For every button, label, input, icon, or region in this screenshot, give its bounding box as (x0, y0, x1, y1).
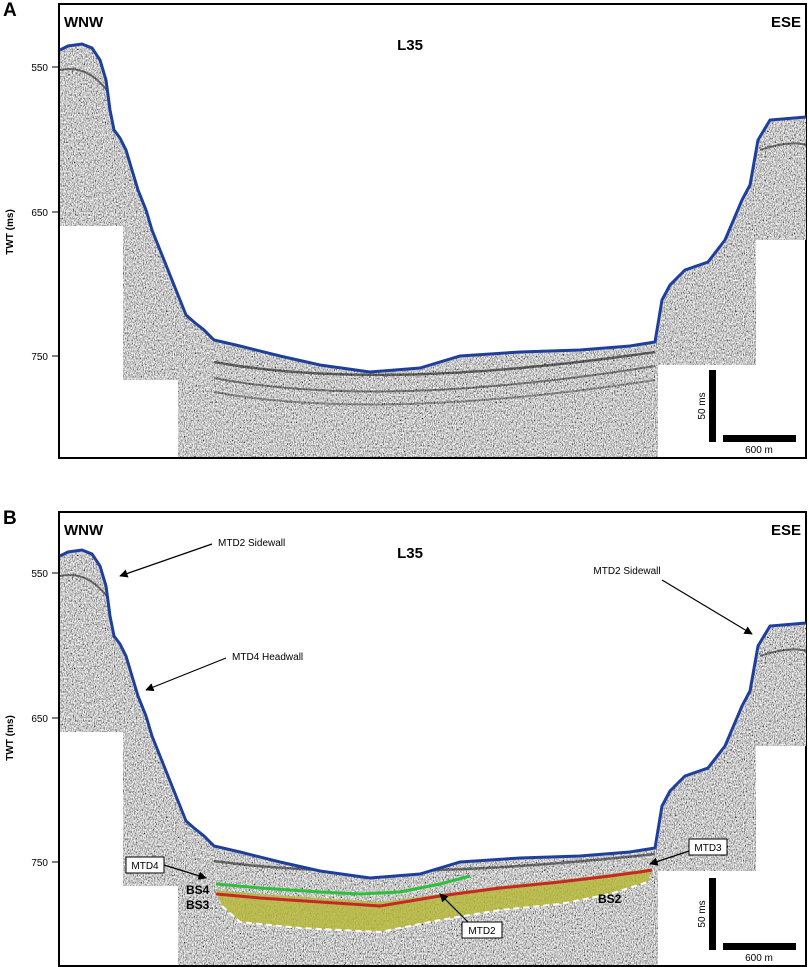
y-tick-label: 750 (31, 858, 48, 869)
vertical-scale-bar (709, 878, 716, 950)
panel-a-seafloor-horizon (59, 42, 807, 374)
horizon-label-bs2: BS2 (598, 892, 622, 906)
annotation-arrow (661, 579, 753, 635)
annotation-mtd2-sidewall-left: MTD2 Sidewall (218, 538, 285, 549)
annotation-mtd2: MTD2 (468, 926, 496, 937)
panel-b-annotations: MTD2 Sidewall MTD2 Sidewall MTD4 Headwal… (119, 538, 753, 939)
panel-a-line-title: L35 (397, 37, 423, 54)
annotation-arrow (439, 893, 469, 923)
panel-b-seafloor-horizon (59, 548, 807, 880)
horizontal-scale-bar (723, 943, 796, 950)
horizontal-scale-label: 600 m (745, 445, 773, 456)
panel-a-left-direction: WNW (64, 14, 104, 31)
panel-a-scale-bars: 50 ms 600 m (697, 370, 796, 456)
y-tick-label: 750 (31, 352, 48, 363)
y-tick-label: 650 (31, 714, 48, 725)
panel-b-left-direction: WNW (64, 522, 104, 539)
panel-a-y-ticks: 550 650 750 (31, 63, 59, 363)
panel-a-right-direction: ESE (771, 14, 801, 31)
panel-a: A WNW ESE L35 TWT (ms) 550 650 750 5 (3, 0, 807, 459)
vertical-scale-label: 50 ms (697, 900, 708, 927)
panel-b-label: B (3, 508, 17, 529)
annotation-mtd2-sidewall-right: MTD2 Sidewall (593, 566, 660, 577)
annotation-box-mtd3 (688, 838, 728, 856)
annotation-arrow (145, 657, 227, 692)
bs3-horizon (215, 868, 653, 908)
annotation-box-mtd2 (461, 921, 503, 939)
panel-b: B WNW ESE L35 TWT (ms) 550 650 750 (3, 508, 807, 967)
bs4-horizon (215, 874, 471, 896)
horizontal-scale-bar (723, 435, 796, 442)
panel-a-label: A (3, 0, 17, 21)
panel-b-line-title: L35 (397, 545, 423, 562)
y-tick-label: 550 (31, 63, 48, 74)
annotation-arrow (649, 850, 690, 866)
annotation-arrow (119, 543, 213, 578)
panel-b-right-direction: ESE (771, 522, 801, 539)
horizon-label-bs3: BS3 (186, 898, 210, 912)
panel-b-y-axis-label: TWT (ms) (5, 715, 16, 761)
vertical-scale-label: 50 ms (697, 392, 708, 419)
panel-b-y-ticks: 550 650 750 (31, 569, 59, 869)
y-tick-label: 550 (31, 569, 48, 580)
annotation-mtd4: MTD4 (131, 861, 159, 872)
horizon-label-bs4: BS4 (186, 883, 210, 897)
annotation-mtd3: MTD3 (694, 843, 722, 854)
y-tick-label: 650 (31, 208, 48, 219)
panel-a-y-axis-label: TWT (ms) (5, 209, 16, 255)
annotation-arrow (163, 864, 207, 880)
mtd2-base-outline (221, 881, 649, 934)
horizontal-scale-label: 600 m (745, 953, 773, 964)
panel-b-scale-bars: 50 ms 600 m (697, 878, 796, 964)
annotation-mtd4-headwall: MTD4 Headwall (232, 652, 303, 663)
vertical-scale-bar (709, 370, 716, 442)
